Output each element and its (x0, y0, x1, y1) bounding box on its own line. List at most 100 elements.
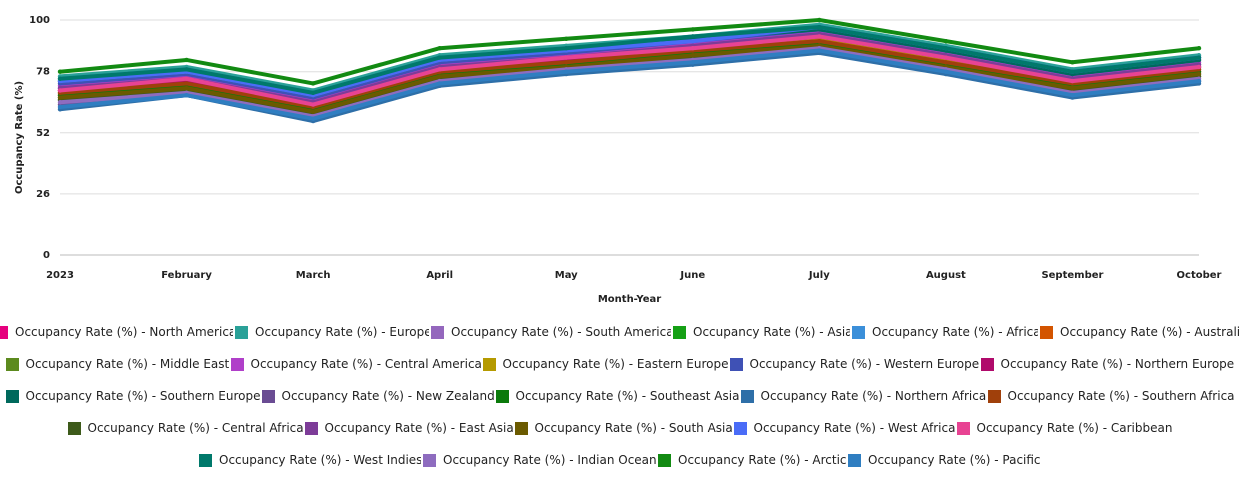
legend-label: Occupancy Rate (%) - Southern Europe (25, 389, 260, 403)
legend-item[interactable]: Occupancy Rate (%) - East Asia (304, 421, 513, 435)
data-point (184, 67, 189, 72)
legend-item[interactable]: Occupancy Rate (%) - Pacific (848, 453, 1040, 467)
legend-item[interactable]: Occupancy Rate (%) - Australia (1040, 325, 1239, 339)
legend-swatch (230, 357, 244, 371)
series-line (59, 18, 1200, 86)
x-tick-label: August (926, 270, 966, 281)
data-point (1196, 64, 1202, 70)
data-point (690, 46, 695, 51)
legend-label: Occupancy Rate (%) - Indian Ocean (443, 453, 656, 467)
series-line (59, 41, 1200, 112)
legend-row: Occupancy Rate (%) - Central Africa Occup… (0, 412, 1239, 444)
legend-item[interactable]: Occupancy Rate (%) - West Indies (199, 453, 421, 467)
legend-label: Occupancy Rate (%) - South Asia (534, 421, 732, 435)
legend-swatch (658, 453, 671, 467)
data-point (184, 76, 189, 81)
legend-swatch (67, 421, 81, 435)
legend-item[interactable]: Occupancy Rate (%) - Middle East (5, 357, 229, 371)
data-point (184, 85, 189, 91)
legend-row: Occupancy Rate (%) - West Indies Occupanc… (0, 444, 1239, 476)
y-tick-label: 26 (36, 189, 50, 200)
data-point (310, 109, 316, 114)
legend-item[interactable]: Occupancy Rate (%) - South Asia (514, 421, 732, 435)
legend-item[interactable]: Occupancy Rate (%) - Northern Africa (740, 389, 986, 403)
data-point (1196, 55, 1202, 60)
data-point (1196, 71, 1202, 77)
data-point (437, 81, 442, 86)
legend-item[interactable]: Occupancy Rate (%) - Southern Europe (5, 389, 260, 403)
legend-item[interactable]: Occupancy Rate (%) - North America (0, 325, 233, 339)
legend-item[interactable]: Occupancy Rate (%) - New Zealand (261, 389, 494, 403)
x-tick-labels: 2023 February March April May June July August S… (46, 270, 1221, 281)
data-point (817, 48, 822, 53)
data-point (184, 93, 189, 98)
legend-swatch (987, 389, 1001, 403)
data-point (1070, 93, 1075, 98)
legend-swatch (261, 389, 275, 403)
data-point (943, 46, 949, 51)
x-tick-label: April (426, 270, 453, 281)
y-tick-labels: 0 26 52 78 100 (29, 15, 50, 261)
legend-label: Occupancy Rate (%) - Central America (250, 357, 481, 371)
legend-item[interactable]: Occupancy Rate (%) - West Africa (733, 421, 955, 435)
data-point (437, 46, 442, 51)
legend-label: Occupancy Rate (%) - Southeast Asia (515, 389, 739, 403)
legend-swatch (848, 453, 861, 467)
legend-item[interactable]: Occupancy Rate (%) - Europe (235, 325, 429, 339)
data-point (310, 90, 316, 96)
legend-swatch (0, 325, 8, 339)
legend-item[interactable]: Occupancy Rate (%) - Asia (673, 325, 850, 339)
data-point (817, 17, 822, 23)
legend-label: Occupancy Rate (%) - Middle East (25, 357, 229, 371)
y-tick-label: 100 (29, 15, 50, 26)
data-point (1070, 85, 1075, 91)
x-tick-label: October (1177, 270, 1222, 281)
legend-swatch (956, 421, 970, 435)
legend-item[interactable]: Occupancy Rate (%) - Southeast Asia (495, 389, 739, 403)
x-tick-label: May (555, 270, 578, 281)
legend-item[interactable]: Occupancy Rate (%) - Caribbean (956, 421, 1172, 435)
legend-swatch (431, 325, 444, 339)
data-point (184, 57, 189, 63)
legend-swatch (5, 389, 19, 403)
legend-item[interactable]: Occupancy Rate (%) - Southern Africa (987, 389, 1234, 403)
data-point (690, 38, 695, 44)
legend-swatch (733, 421, 747, 435)
series-line (59, 25, 1200, 95)
data-point (1196, 78, 1202, 84)
legend-swatch (235, 325, 248, 339)
legend-label: Occupancy Rate (%) - Caribbean (976, 421, 1172, 435)
series-lines (57, 17, 1202, 124)
x-tick-label: 2023 (46, 270, 74, 281)
data-point (437, 55, 442, 60)
legend-label: Occupancy Rate (%) - Central Africa (87, 421, 303, 435)
legend-item[interactable]: Occupancy Rate (%) - Arctic (658, 453, 846, 467)
series-line (59, 39, 1200, 109)
legend-item[interactable]: Occupancy Rate (%) - Eastern Europe (482, 357, 728, 371)
legend-swatch (980, 357, 994, 371)
legend-label: Occupancy Rate (%) - Europe (255, 325, 429, 339)
legend-row: Occupancy Rate (%) - Middle East Occupanc… (0, 348, 1239, 380)
legend-swatch (1040, 325, 1053, 339)
x-axis-title: Month-Year (598, 294, 661, 305)
data-point (943, 38, 949, 44)
legend-label: Occupancy Rate (%) - Eastern Europe (502, 357, 728, 371)
legend-item[interactable]: Occupancy Rate (%) - Indian Ocean (423, 453, 656, 467)
legend-label: Occupancy Rate (%) - East Asia (324, 421, 513, 435)
data-point (57, 100, 63, 105)
legend-item[interactable]: Occupancy Rate (%) - Northern Europe (980, 357, 1234, 371)
data-point (690, 53, 695, 58)
legend-item[interactable]: Occupancy Rate (%) - Central Africa (67, 421, 303, 435)
data-point (943, 60, 949, 65)
series-line (59, 48, 1200, 121)
legend-item[interactable]: Occupancy Rate (%) - South America (431, 325, 671, 339)
legend-item[interactable]: Occupancy Rate (%) - Africa (852, 325, 1038, 339)
legend-item[interactable]: Occupancy Rate (%) - Western Europe (729, 357, 979, 371)
legend-swatch (495, 389, 509, 403)
legend-item[interactable]: Occupancy Rate (%) - Central America (230, 357, 481, 371)
data-point (564, 36, 569, 41)
data-point (184, 81, 189, 86)
legend-row: Occupancy Rate (%) - North America Occupa… (0, 316, 1239, 348)
data-point (1070, 69, 1075, 74)
x-tick-label: July (808, 270, 830, 281)
